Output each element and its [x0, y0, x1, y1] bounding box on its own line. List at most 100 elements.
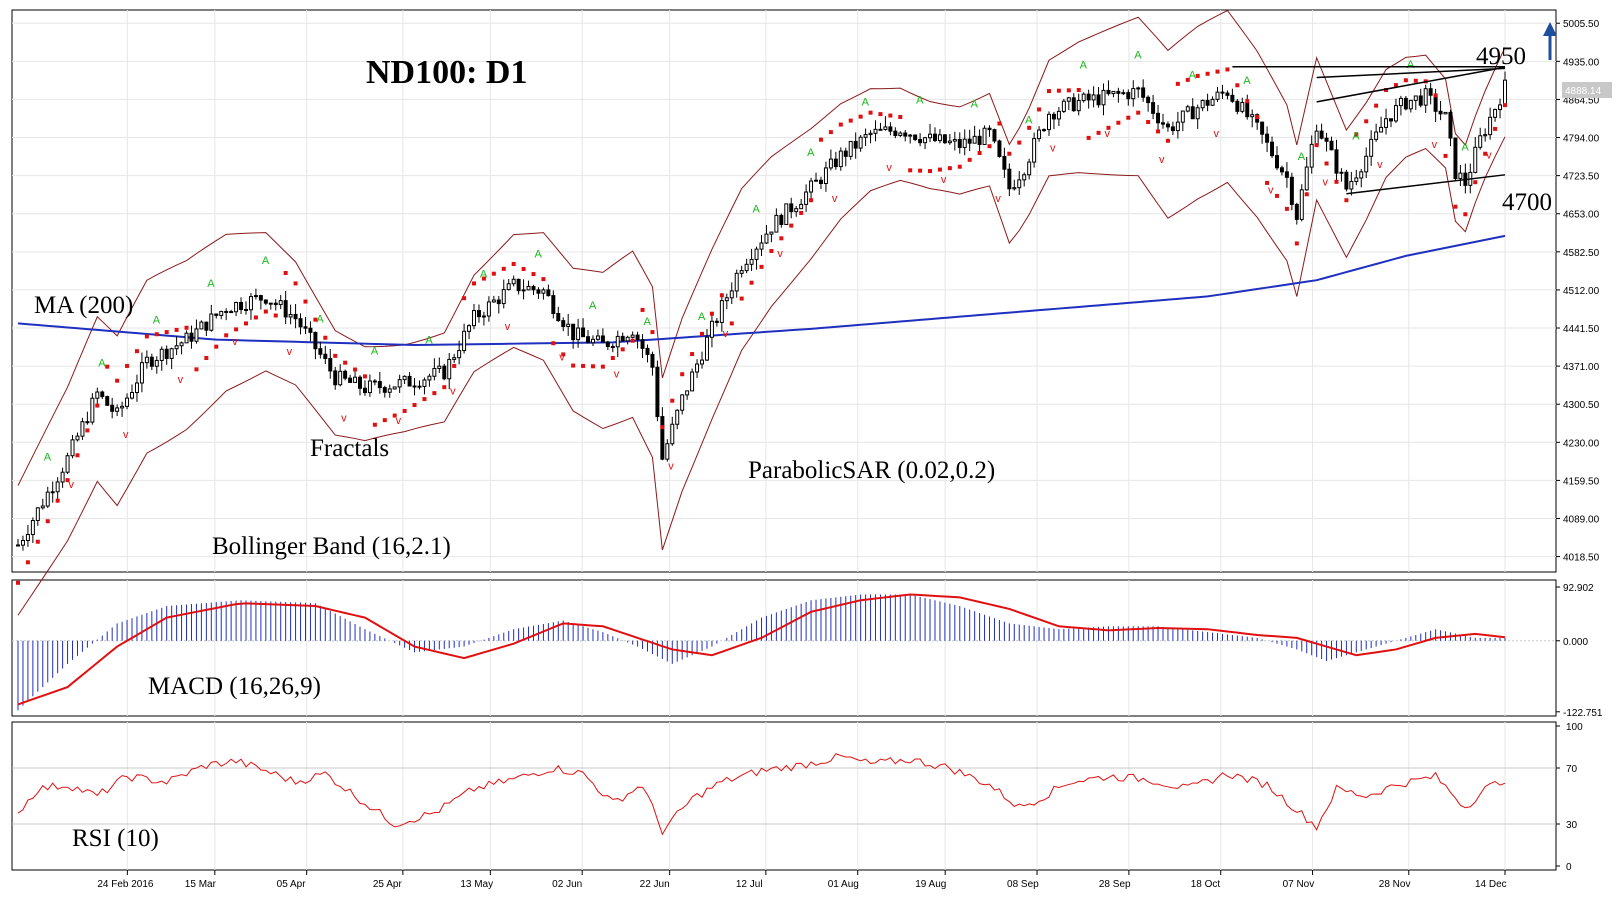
candle-body — [566, 323, 571, 327]
candle-body — [576, 327, 581, 341]
sar-dot — [115, 378, 120, 383]
fractal-up-marker: A — [1189, 69, 1197, 81]
candle-body — [868, 132, 873, 136]
candle-body — [1200, 99, 1205, 109]
candle-body — [283, 300, 288, 318]
candle-body — [199, 321, 204, 330]
rsi-frame — [11, 721, 1557, 871]
candle-body — [1012, 187, 1017, 190]
candle-body — [1329, 140, 1334, 151]
candle-body — [472, 310, 477, 327]
fractal-up-marker: A — [316, 314, 324, 326]
fractal-up-marker: A — [1352, 131, 1360, 143]
candle-body — [843, 150, 848, 157]
sar-dot — [1304, 192, 1309, 197]
candle-body — [263, 299, 268, 304]
candle-body — [804, 191, 809, 205]
candle-body — [1220, 91, 1225, 94]
sar-dot — [481, 276, 486, 281]
candle-body — [620, 335, 625, 342]
candle-body — [823, 167, 828, 185]
price-panel: Av Av Av Av Av Av Av Av Av Av Av Av Av Av Av Av Av Av Av Av… — [16, 9, 1507, 616]
candle-body — [367, 380, 372, 394]
candle-body — [1170, 126, 1175, 132]
sar-dot — [491, 271, 496, 276]
candle-body — [1369, 138, 1374, 157]
sar-dot — [1225, 67, 1230, 72]
candle-body — [1384, 118, 1389, 128]
candle-body — [318, 348, 323, 355]
candle-body — [729, 290, 734, 299]
candle-body — [1314, 130, 1319, 145]
sar-dot — [809, 198, 814, 203]
candle-body — [1413, 95, 1418, 101]
candle-body — [248, 296, 253, 311]
candle-body — [1279, 167, 1284, 173]
sar-dot — [283, 270, 288, 275]
rsi-tick-label: 100 — [1566, 722, 1583, 733]
sar-dot — [204, 356, 209, 361]
sar-dot — [858, 114, 863, 119]
sar-dot — [1493, 126, 1498, 131]
candle-body — [402, 375, 407, 381]
resistance-trendline — [1316, 67, 1506, 79]
sar-dot — [1066, 88, 1071, 93]
fractal-up-marker: A — [589, 300, 597, 312]
candle-body — [134, 382, 139, 394]
candle-body — [348, 377, 353, 383]
sar-label: ParabolicSAR (0.02,0.2) — [748, 457, 995, 484]
sar-dot — [947, 166, 952, 171]
sar-dot — [1215, 69, 1220, 74]
candle-body — [1438, 110, 1443, 115]
macd-frame — [11, 579, 1557, 717]
candle-body — [1002, 155, 1007, 170]
candle-body — [1503, 79, 1507, 106]
candle-body — [491, 299, 496, 303]
candle-body — [372, 380, 377, 383]
sar-dot — [551, 341, 556, 346]
candle-body — [541, 289, 546, 294]
sar-dot — [1433, 93, 1438, 98]
candle-body — [164, 348, 169, 359]
candle-body — [377, 381, 382, 389]
candle-body — [234, 301, 239, 313]
candle-body — [1418, 95, 1423, 106]
sar-dot — [184, 325, 189, 330]
support-label: 4700 — [1502, 189, 1552, 216]
candle-body — [224, 310, 229, 313]
fractal-down-marker: v — [668, 460, 674, 472]
sar-dot — [918, 168, 923, 173]
sar-dot — [154, 332, 159, 337]
candle-body — [853, 140, 858, 149]
candle-body — [1156, 112, 1161, 124]
time-tick-label: 02 Jun — [552, 879, 582, 890]
sar-dot — [739, 296, 744, 301]
candle-body — [615, 335, 620, 348]
candle-body — [1270, 141, 1275, 157]
candle-body — [1339, 171, 1344, 174]
fractal-down-marker: v — [123, 429, 129, 441]
candle-body — [422, 379, 427, 387]
candle-body — [125, 397, 130, 407]
candle-body — [1101, 89, 1106, 106]
sar-dot — [1007, 151, 1012, 156]
candle-body — [432, 367, 437, 377]
candle-body — [501, 289, 506, 305]
fractal-up-marker: A — [207, 278, 215, 290]
sar-dot — [1374, 103, 1379, 108]
sar-dot — [1245, 99, 1250, 104]
sar-dot — [1284, 206, 1289, 211]
candle-body — [551, 295, 556, 315]
candle-body — [719, 300, 724, 323]
sar-dot — [65, 478, 70, 483]
sar-dot — [1136, 110, 1141, 115]
rsi-line — [17, 753, 1506, 836]
candle-body — [105, 396, 110, 406]
price-tick-label: 4723.50 — [1563, 172, 1600, 183]
candle-body — [313, 331, 318, 350]
sar-dot — [769, 249, 774, 254]
fractal-up-marker: A — [1080, 60, 1088, 72]
sar-dot — [194, 367, 199, 372]
candle-body — [506, 283, 511, 291]
